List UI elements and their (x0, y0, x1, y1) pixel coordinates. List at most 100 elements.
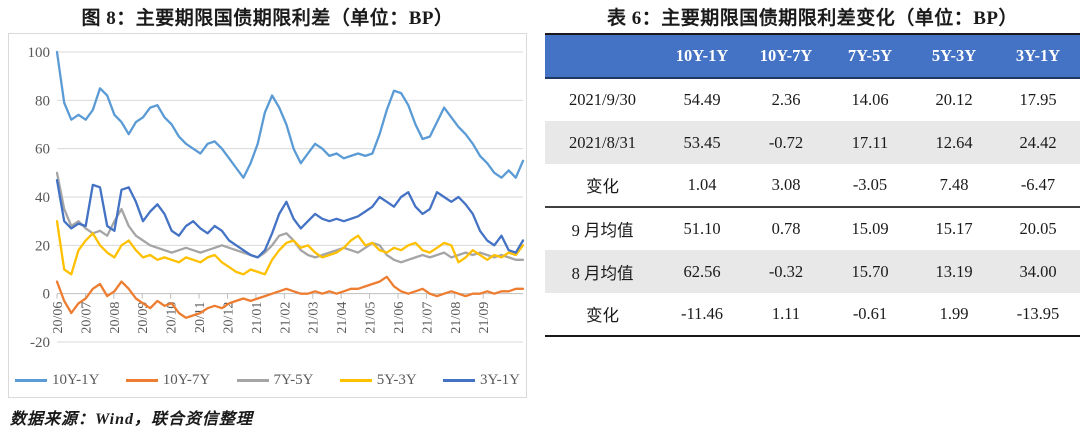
legend-item-3y-1y: 3Y-1Y (443, 371, 520, 388)
row-label: 变化 (586, 306, 619, 325)
x-axis-tick-label: 21/05 (364, 302, 379, 334)
value-cell: 51.10 (660, 206, 744, 250)
table-header-row: 10Y-1Y 10Y-7Y 7Y-5Y 5Y-3Y 3Y-1Y (545, 34, 1080, 79)
row-label: 2021/8/31 (569, 132, 636, 152)
x-axis-tick-label: 20/11 (193, 302, 208, 333)
value-cell: -13.95 (1016, 304, 1060, 323)
value-cell: 15.09 (828, 206, 912, 250)
row-label: 9 月均值 (545, 206, 660, 250)
legend-swatch-icon (15, 378, 47, 382)
legend-label: 7Y-5Y (273, 371, 314, 388)
legend-swatch-icon (125, 378, 158, 382)
header-cell-empty (545, 34, 660, 79)
value-cell: -11.46 (680, 304, 723, 323)
chart-legend: 10Y-1Y 10Y-7Y 7Y-5Y 5Y-3Y 3Y-1Y (15, 370, 520, 390)
x-axis-tick-label: 20/06 (51, 302, 66, 334)
y-axis-tick-label: 80 (35, 93, 50, 109)
header-cell-10y-1y: 10Y-1Y (660, 34, 744, 79)
legend-item-7y-5y: 7Y-5Y (236, 371, 314, 388)
x-axis-tick-label: 21/08 (449, 302, 464, 334)
table-row: 2021/8/31 53.45 -0.72 17.11 12.64 24.42 (545, 121, 1080, 164)
value-cell: 14.06 (851, 90, 889, 109)
table-title: 表 6：主要期限国债期限利差变化（单位：BP） (606, 8, 1019, 29)
value-cell: 0.78 (744, 206, 828, 250)
term-spread-line-chart: 100 80 60 40 20 0 -20 20/06 20/07 20/08 20/09 20/10… (8, 33, 527, 398)
legend-label: 10Y-7Y (162, 371, 211, 388)
value-cell: 7.48 (939, 175, 969, 194)
x-axis-tick-label: 21/02 (278, 302, 293, 334)
value-cell: 20.12 (935, 90, 973, 109)
legend-item-10y-1y: 10Y-1Y (15, 371, 100, 388)
value-cell: -0.72 (768, 132, 804, 152)
series-line-5y-3y (55, 220, 525, 276)
x-axis-tick-label: 20/09 (136, 302, 151, 334)
x-axis-tick-label: 21/09 (477, 302, 492, 334)
value-cell: 1.04 (687, 175, 717, 194)
header-cell-10y-7y: 10Y-7Y (744, 34, 828, 79)
y-axis-tick-label: 20 (35, 238, 50, 254)
value-cell: 17.95 (1019, 90, 1057, 109)
spread-change-table: 10Y-1Y 10Y-7Y 7Y-5Y 5Y-3Y 3Y-1Y 2021/9/30 54.… (545, 33, 1080, 337)
legend-swatch-icon (339, 378, 372, 382)
value-cell: 12.64 (935, 132, 973, 152)
y-axis-tick-label: 100 (28, 45, 51, 61)
value-cell: 54.49 (683, 90, 721, 109)
value-cell: 13.19 (935, 261, 973, 281)
table-row: 变化 1.04 3.08 -3.05 7.48 -6.47 (545, 164, 1080, 207)
value-cell: 20.05 (996, 206, 1080, 250)
legend-label: 5Y-3Y (376, 371, 417, 388)
value-cell: 15.70 (851, 261, 889, 281)
value-cell: -6.47 (1020, 175, 1056, 194)
x-axis-tick-label: 21/04 (335, 302, 350, 334)
row-label: 2021/9/30 (569, 90, 636, 109)
table-header: 10Y-1Y 10Y-7Y 7Y-5Y 5Y-3Y 3Y-1Y (545, 34, 1080, 79)
row-label: 变化 (586, 177, 619, 196)
series-line-10y-7y (55, 275, 525, 319)
table-row: 9 月均值 51.10 0.78 15.09 15.17 20.05 (545, 206, 1080, 250)
data-source-note: 数据来源：Wind，联合资信整理 (10, 411, 253, 428)
figure-title: 图 8：主要期限国债期限利差（单位：BP） (81, 8, 454, 29)
x-axis-tick-label: 21/06 (392, 302, 407, 334)
x-axis-tick-label: 21/03 (307, 302, 322, 334)
series-line-7y-5y (55, 171, 525, 264)
x-axis-tick-label: 20/08 (108, 302, 123, 334)
value-cell: -0.32 (768, 261, 804, 281)
value-cell: -0.61 (852, 304, 888, 323)
x-axis-tick-label: 20/10 (165, 302, 180, 334)
value-cell: 53.45 (683, 132, 721, 152)
value-cell: 62.56 (683, 261, 721, 281)
series-line-10y-1y (55, 50, 525, 179)
y-axis-tick-label: 40 (35, 190, 50, 206)
value-cell: 1.11 (771, 304, 801, 323)
header-cell-5y-3y: 5Y-3Y (912, 34, 996, 79)
row-label: 8 月均值 (571, 263, 634, 283)
x-axis-tick-label: 20/12 (221, 302, 236, 334)
value-cell: 2.36 (771, 90, 801, 109)
header-cell-7y-5y: 7Y-5Y (828, 34, 912, 79)
value-cell: 1.99 (939, 304, 969, 323)
value-cell: 17.11 (851, 132, 889, 152)
y-axis-tick-label: -20 (30, 335, 50, 351)
y-axis-tick-label: 0 (43, 287, 51, 303)
y-axis-tick-label: 60 (35, 142, 50, 158)
x-axis-tick-label: 21/07 (420, 302, 435, 334)
value-cell: -3.05 (852, 175, 888, 194)
value-cell: 34.00 (1019, 261, 1057, 281)
legend-swatch-icon (236, 378, 269, 382)
header-cell-3y-1y: 3Y-1Y (996, 34, 1080, 79)
series-line-3y-1y (55, 178, 525, 259)
table-row: 8 月均值 62.56 -0.32 15.70 13.19 34.00 (545, 250, 1080, 293)
spread-change-table-wrap: 10Y-1Y 10Y-7Y 7Y-5Y 5Y-3Y 3Y-1Y 2021/9/30 54.… (545, 33, 1080, 337)
value-cell: 24.42 (1019, 132, 1057, 152)
legend-swatch-icon (443, 378, 475, 382)
table-row: 2021/9/30 54.49 2.36 14.06 20.12 17.95 (545, 78, 1080, 121)
legend-item-10y-7y: 10Y-7Y (125, 371, 211, 388)
legend-label: 10Y-1Y (52, 371, 100, 388)
legend-item-5y-3y: 5Y-3Y (339, 371, 417, 388)
value-cell: 15.17 (912, 206, 996, 250)
x-axis-tick-label: 20/07 (79, 302, 94, 334)
table-body: 2021/9/30 54.49 2.36 14.06 20.12 17.95 2021/8/… (545, 78, 1080, 336)
legend-label: 3Y-1Y (480, 371, 520, 388)
